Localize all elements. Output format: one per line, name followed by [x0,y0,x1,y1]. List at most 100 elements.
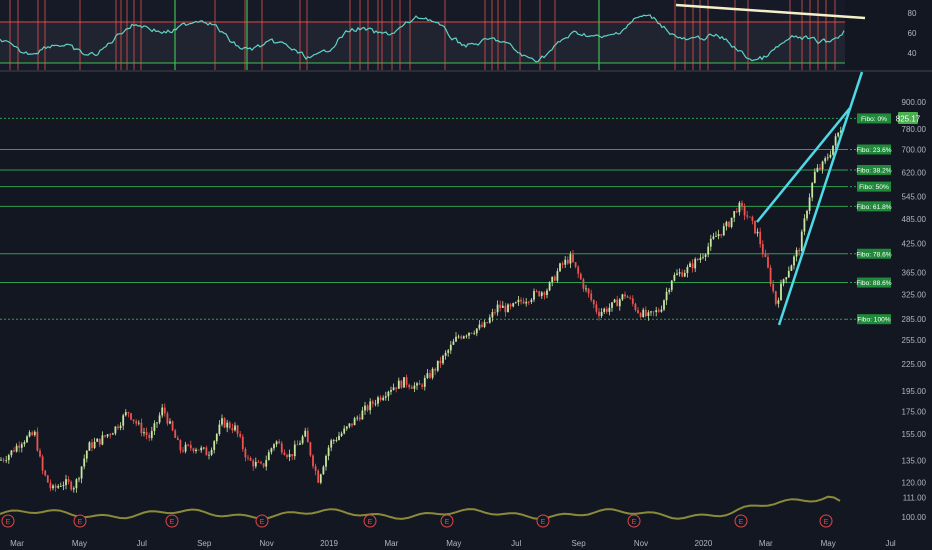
candle-body [135,421,138,424]
time-tick-label: Mar [10,539,24,548]
candle-body [319,474,322,483]
earnings-marker[interactable]: E [627,514,641,528]
earnings-marker[interactable]: E [440,514,454,528]
candle-body [338,435,340,441]
candle-body [392,387,395,391]
earnings-marker[interactable]: E [1,514,15,528]
earnings-marker[interactable]: E [73,514,87,528]
candle-body [806,210,808,219]
last-price-tag-bg [898,112,918,124]
earnings-marker-circle [165,514,179,528]
candle-body [431,368,434,378]
candle-body [444,352,447,356]
candle-body [309,442,312,456]
candle-body [629,297,632,299]
candle-body [275,441,278,445]
candle-body [756,231,759,234]
candle-body [642,309,645,317]
candle-body [59,486,62,487]
candle-body [223,418,226,428]
price-tick-label: 225.00 [902,360,927,369]
candle-body [244,449,247,458]
lower-wedge-trendline[interactable] [777,71,864,326]
candle-body [288,454,291,457]
candle-body [189,444,192,449]
price-tick-label: 111.00 [903,493,927,502]
candle-body [496,304,499,313]
candle-body [611,302,613,308]
candle-body [330,440,333,448]
candle-body [83,458,86,467]
fib-label-bg [857,277,891,288]
candle-body [647,312,650,317]
candle-body [556,271,559,281]
divergence-trendline[interactable] [675,3,866,20]
candle-body [226,422,229,428]
candle-body [348,423,351,427]
candle-body [119,425,122,429]
candle-body [525,301,528,304]
candle-body [561,263,564,265]
candle-body [538,291,541,297]
oscillator-axis: 80 60 40 [908,9,917,58]
earnings-marker-circle [255,514,269,528]
candle-body [387,391,390,397]
upper-wedge-trendline[interactable] [756,107,851,223]
candle-body [551,276,554,283]
candle-body [93,441,96,448]
candle-body [652,311,655,313]
candle-body [351,423,353,426]
candle-body [117,426,119,429]
candle-body [395,387,398,389]
candle-body [208,454,210,456]
candle-body [280,443,283,453]
candle-body [579,273,582,280]
candle-body [166,413,169,424]
candle-body [98,438,101,445]
time-axis[interactable]: Mar May Jul Sep Nov 2019 Mar May Jul Sep Nov 2020 Ma… [10,539,896,548]
candle-body [637,310,639,314]
candle-body [273,444,275,449]
price-tick-label: 120.00 [902,479,927,488]
oscillator-pane[interactable] [0,0,866,70]
candle-body [754,220,756,234]
candle-body [533,291,535,300]
candle-body [572,254,574,263]
candle-body [777,300,780,304]
candle-body [382,397,385,400]
candle-body [153,423,156,432]
candle-body [369,401,372,411]
earnings-marker-circle [1,514,15,528]
candle-body [23,442,26,445]
earnings-marker[interactable]: E [165,514,179,528]
candle-body [158,415,161,423]
candle-body [187,444,190,446]
time-tick-label: Nov [634,539,648,548]
earnings-marker[interactable]: E [255,514,269,528]
price-tick-label: 485.00 [902,215,927,224]
fibonacci-retracement[interactable]: Fibo: 0% Fibo: 23.6% Fibo: 38.2% Fibo: 50% F… [0,113,892,325]
candle-body [317,470,320,483]
candle-body [634,303,637,311]
candle-body [140,422,143,434]
candle-body [366,405,369,411]
candle-body [249,458,252,461]
candle-body [231,428,234,431]
candle-body [725,221,728,227]
candle-body [327,447,330,456]
earnings-marker[interactable]: E [536,514,550,528]
earnings-marker[interactable]: E [363,514,377,528]
candle-body [803,218,806,232]
candle-body [704,254,707,257]
candle-body [57,486,60,488]
earnings-marker[interactable]: E [819,514,833,528]
candle-body [676,273,678,275]
price-axis[interactable]: 900.00 780.00 700.00 620.00 545.00 485.00 425.… [902,98,927,522]
candle-body [67,479,70,482]
earnings-marker[interactable]: E [734,514,748,528]
fib-label: Fibo: 23.6% [856,147,891,154]
candle-body [46,475,49,483]
candle-body [772,284,775,292]
